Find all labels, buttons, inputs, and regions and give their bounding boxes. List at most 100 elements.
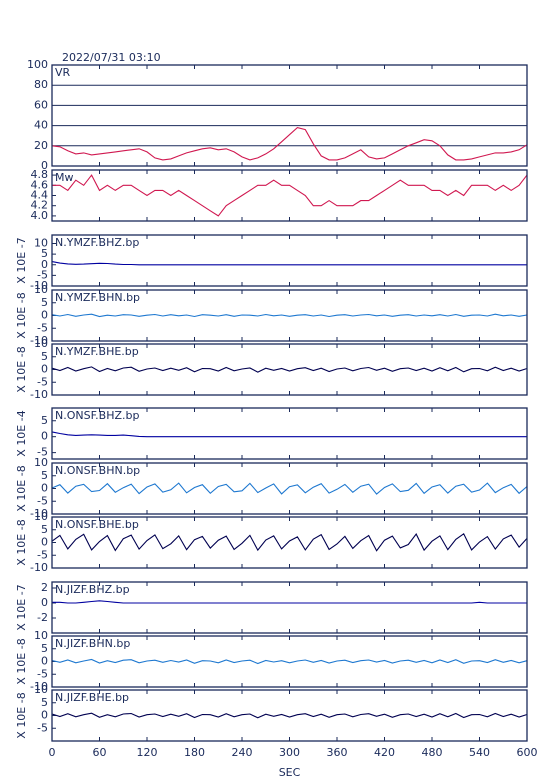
y-tick-label: 60 <box>34 98 48 111</box>
x-tick-label: 300 <box>279 746 300 759</box>
y-tick-label: 100 <box>27 58 48 71</box>
panel-frame <box>51 289 528 342</box>
y-tick-label: 2 <box>41 581 48 594</box>
panel-label: N.YMZF.BHE.bp <box>55 345 139 358</box>
y-tick-label: 10 <box>34 283 48 296</box>
y-tick-label: -10 <box>30 680 48 693</box>
trace-line <box>51 431 527 438</box>
y-tick-label: 4.2 <box>31 199 49 212</box>
y-tick-label: -10 <box>30 561 48 574</box>
y-tick-label: 5 <box>41 296 48 309</box>
y-tick-label: 0 <box>41 596 48 609</box>
x-axis-label: SEC <box>279 766 301 779</box>
trace-line <box>51 126 528 161</box>
y-axis-label: X 10E -8 <box>15 465 28 511</box>
panel-label: N.JIZF.BHE.bp <box>55 691 129 704</box>
x-tick-label: 360 <box>327 746 348 759</box>
panel-label: N.ONSF.BHN.bp <box>55 464 140 477</box>
x-tick-label: 180 <box>184 746 205 759</box>
x-tick-label: 60 <box>93 746 107 759</box>
y-axis-label: X 10E -7 <box>15 237 28 283</box>
y-tick-label: 0 <box>41 159 48 172</box>
panel-label: N.ONSF.BHE.bp <box>55 518 139 531</box>
y-tick-label: 0 <box>41 430 48 443</box>
y-tick-label: -10 <box>30 334 48 347</box>
y-tick-label: -2 <box>37 611 48 624</box>
panel-frame <box>51 407 528 460</box>
panel-label: N.ONSF.BHZ.bp <box>55 409 139 422</box>
y-tick-label: 4.6 <box>31 178 49 191</box>
y-tick-label: 4.0 <box>31 209 49 222</box>
y-tick-label: 80 <box>34 78 48 91</box>
trace-line <box>51 712 528 719</box>
panel-frame <box>51 64 528 167</box>
panel-frame <box>51 462 528 515</box>
y-axis-label: X 10E -8 <box>15 638 28 684</box>
panel-frame <box>51 689 528 742</box>
panel-frame <box>51 343 528 396</box>
y-tick-label: 0 <box>41 309 48 322</box>
y-axis-label: X 10E -8 <box>15 692 28 738</box>
y-axis-label: X 10E -7 <box>15 584 28 630</box>
trace-line <box>52 174 528 217</box>
panel-frame <box>51 516 528 569</box>
panel-frame <box>51 169 528 222</box>
panel-frame <box>51 635 528 688</box>
y-axis-label: X 10E -4 <box>15 410 28 456</box>
y-tick-label: 10 <box>34 629 48 642</box>
y-tick-label: 5 <box>41 247 48 260</box>
panel-label: Mw <box>55 171 74 184</box>
y-axis-label: X 10E -8 <box>15 346 28 392</box>
y-tick-label: 40 <box>34 119 48 132</box>
panel-frame <box>51 234 528 287</box>
y-tick-label: 5 <box>41 469 48 482</box>
chart-title: 2022/07/31 03:10 <box>62 51 161 64</box>
y-axis-label: X 10E -8 <box>15 519 28 565</box>
panel-label: N.YMZF.BHN.bp <box>55 291 140 304</box>
y-tick-label: 0 <box>41 482 48 495</box>
y-tick-label: -10 <box>30 279 48 292</box>
y-tick-label: -5 <box>37 375 48 388</box>
x-tick-label: 240 <box>232 746 253 759</box>
y-tick-label: 5 <box>41 523 48 536</box>
panel-frame <box>51 581 528 634</box>
y-tick-label: 0 <box>41 536 48 549</box>
y-tick-label: 4.4 <box>31 189 49 202</box>
y-tick-label: -5 <box>37 446 48 459</box>
y-tick-label: 0 <box>41 363 48 376</box>
y-tick-label: 10 <box>34 683 48 696</box>
y-tick-label: -5 <box>37 268 48 281</box>
x-tick-label: 600 <box>517 746 538 759</box>
y-tick-label: -5 <box>37 494 48 507</box>
y-tick-label: 0 <box>41 709 48 722</box>
trace-line <box>51 261 527 266</box>
y-tick-label: 5 <box>41 696 48 709</box>
x-tick-label: 420 <box>374 746 395 759</box>
y-tick-label: -10 <box>30 507 48 520</box>
y-tick-label: 10 <box>34 337 48 350</box>
trace-line <box>51 313 528 318</box>
y-tick-label: 0 <box>41 655 48 668</box>
y-tick-label: -5 <box>37 721 48 734</box>
trace-line <box>51 658 528 665</box>
y-tick-label: 5 <box>41 414 48 427</box>
y-tick-label: -5 <box>37 548 48 561</box>
panel-label: N.JIZF.BHN.bp <box>55 637 130 650</box>
panel-label: N.YMZF.BHZ.bp <box>55 236 139 249</box>
y-tick-label: 4.8 <box>31 168 49 181</box>
y-axis-label: X 10E -8 <box>15 292 28 338</box>
trace-line <box>51 482 528 495</box>
panel-label: VR <box>55 66 71 79</box>
x-tick-label: 0 <box>49 746 56 759</box>
y-tick-label: 10 <box>34 456 48 469</box>
x-tick-label: 480 <box>422 746 443 759</box>
y-tick-label: 10 <box>34 237 48 250</box>
trace-line <box>51 532 528 552</box>
x-tick-label: 120 <box>137 746 158 759</box>
y-tick-label: 0 <box>41 258 48 271</box>
x-tick-label: 540 <box>469 746 490 759</box>
y-tick-label: 5 <box>41 642 48 655</box>
panel-label: N.JIZF.BHZ.bp <box>55 583 130 596</box>
y-tick-label: 20 <box>34 139 48 152</box>
